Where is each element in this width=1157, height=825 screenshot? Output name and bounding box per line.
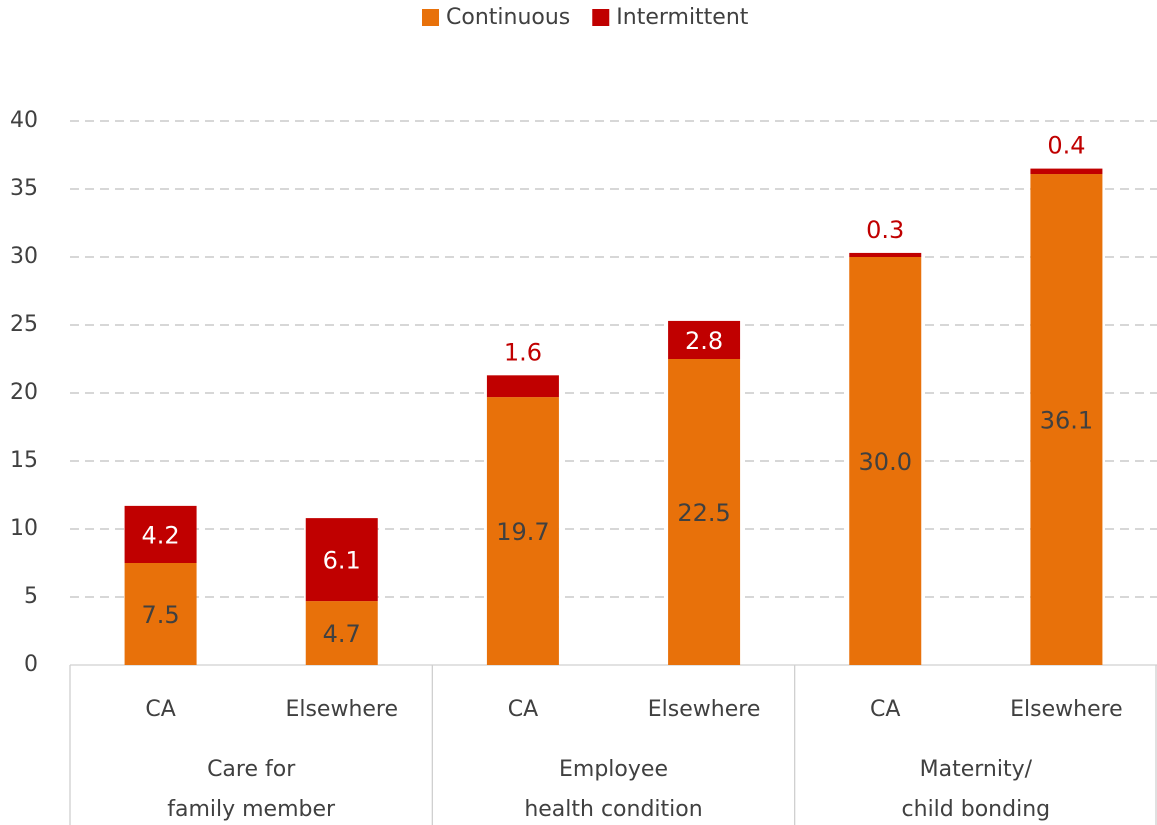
value-label: 4.2 xyxy=(141,521,179,549)
group-label: child bonding xyxy=(902,797,1051,822)
value-label: 1.6 xyxy=(504,338,542,366)
value-label: 0.4 xyxy=(1047,132,1085,160)
value-label: 19.7 xyxy=(496,518,549,546)
y-tick-label: 15 xyxy=(10,448,38,473)
value-label: 4.7 xyxy=(323,620,361,648)
y-tick-label: 30 xyxy=(10,244,38,269)
bar-segment xyxy=(124,505,197,563)
group-label: Care for xyxy=(207,757,296,782)
bar-segment xyxy=(1030,174,1103,666)
bar-segment xyxy=(486,397,559,665)
value-label: 22.5 xyxy=(677,499,730,527)
y-tick-label: 25 xyxy=(10,312,38,337)
bar-segment xyxy=(305,601,378,665)
x-tick-label: CA xyxy=(508,697,538,722)
legend-swatch xyxy=(592,9,610,26)
x-tick-label: Elsewhere xyxy=(648,697,761,722)
value-label: 36.1 xyxy=(1040,407,1093,435)
bar-segment xyxy=(486,375,559,398)
bar-segment xyxy=(668,320,741,359)
bar-segment xyxy=(668,359,741,665)
y-tick-label: 10 xyxy=(10,516,38,541)
x-tick-label: Elsewhere xyxy=(1010,697,1123,722)
bar-segment xyxy=(124,563,197,665)
y-tick-label: 20 xyxy=(10,380,38,405)
bar-segment xyxy=(849,252,922,257)
value-label: 2.8 xyxy=(685,327,723,355)
group-label: Maternity/ xyxy=(920,757,1033,782)
group-label: health condition xyxy=(524,797,702,822)
y-tick-label: 0 xyxy=(24,652,38,677)
y-tick-label: 5 xyxy=(24,584,38,609)
legend-label: Continuous xyxy=(446,5,570,30)
value-label: 30.0 xyxy=(859,448,912,476)
legend-swatch xyxy=(422,9,439,26)
value-label: 7.5 xyxy=(141,601,179,629)
x-tick-label: Elsewhere xyxy=(285,697,398,722)
bar-segment xyxy=(305,518,378,602)
legend-label: Intermittent xyxy=(616,5,749,30)
group-label: Employee xyxy=(559,757,668,782)
group-label: family member xyxy=(167,797,336,822)
bar-segment xyxy=(1030,168,1103,175)
value-label: 6.1 xyxy=(323,547,361,575)
y-tick-label: 40 xyxy=(10,108,38,133)
bar-segment xyxy=(849,257,922,665)
y-tick-label: 35 xyxy=(10,176,38,201)
x-tick-label: CA xyxy=(870,697,900,722)
x-tick-label: CA xyxy=(145,697,175,722)
value-label: 0.3 xyxy=(866,216,904,244)
